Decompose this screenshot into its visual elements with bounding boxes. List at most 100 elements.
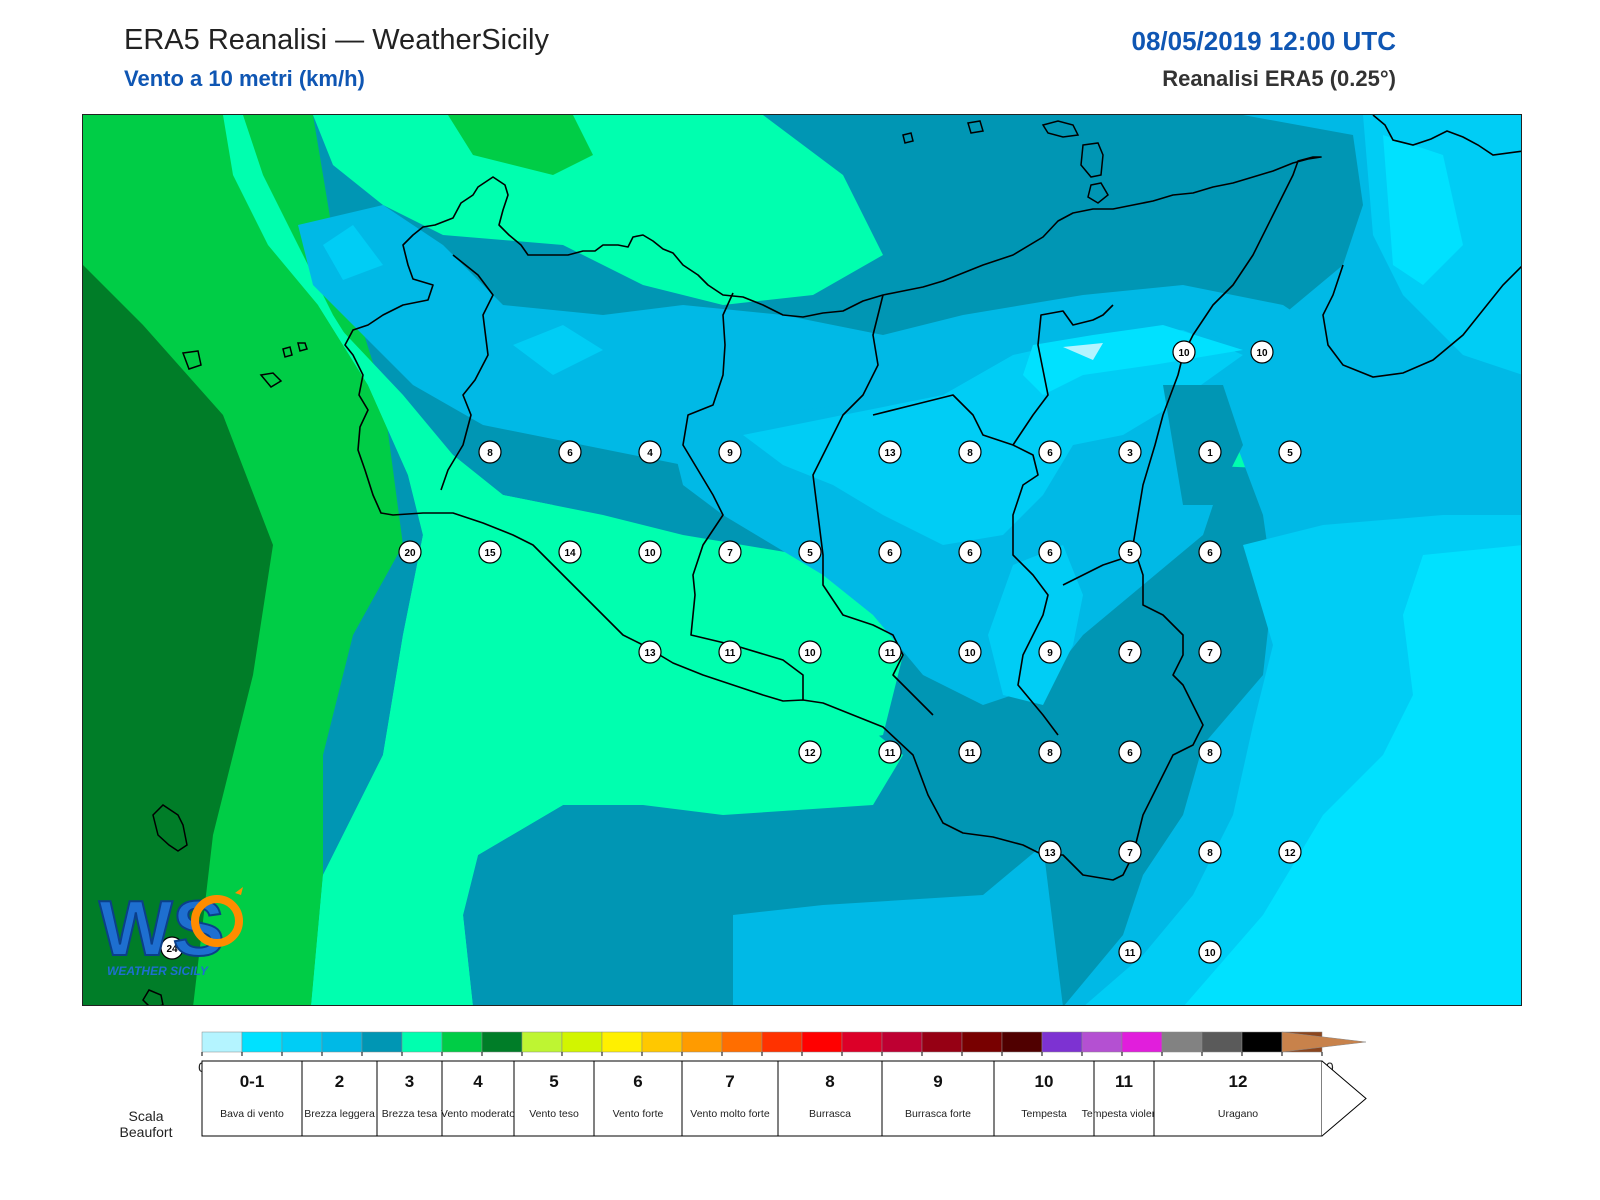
wind-station-value: 8 bbox=[1207, 848, 1213, 859]
wind-station-value: 7 bbox=[727, 548, 733, 559]
wind-station-value: 5 bbox=[1127, 548, 1133, 559]
beaufort-class: 10 Tempesta bbox=[993, 1060, 1095, 1137]
beaufort-label: Bava di vento bbox=[220, 1108, 284, 1120]
wind-station: 8 bbox=[958, 440, 982, 464]
wind-station: 5 bbox=[1118, 540, 1142, 564]
wind-map: 10 10 8 6 4 9 13 8 6 3 1 5 20 15 14 10 7 5 6 6 6 5 6 13 11 10 11 10… bbox=[82, 114, 1522, 1006]
wind-station: 10 bbox=[1198, 940, 1222, 964]
beaufort-force: 10 bbox=[1035, 1072, 1054, 1091]
colorbar-swatch bbox=[201, 1031, 243, 1053]
beaufort-class: 11 Tempesta violenta bbox=[1082, 1060, 1166, 1137]
wind-station: 13 bbox=[878, 440, 902, 464]
wind-station: 15 bbox=[478, 540, 502, 564]
wind-field bbox=[83, 115, 1521, 1005]
wind-station-value: 15 bbox=[484, 548, 496, 559]
wind-station: 8 bbox=[1198, 840, 1222, 864]
wind-station-value: 12 bbox=[1284, 848, 1296, 859]
wind-station: 7 bbox=[1118, 640, 1142, 664]
wind-station: 6 bbox=[1038, 540, 1062, 564]
wind-station-value: 11 bbox=[885, 648, 896, 659]
beaufort-class: 9 Burrasca forte bbox=[881, 1060, 995, 1137]
colorbar-swatch bbox=[1001, 1031, 1043, 1053]
wind-station-value: 7 bbox=[1207, 648, 1213, 659]
beaufort-label: Tempesta bbox=[1021, 1108, 1067, 1120]
wind-station: 10 bbox=[798, 640, 822, 664]
wind-station-value: 13 bbox=[884, 448, 896, 459]
wind-station-value: 12 bbox=[804, 748, 816, 759]
beaufort-scale: 0-1 Bava di vento 2 Brezza leggera 3 Brezza t… bbox=[201, 1060, 1367, 1137]
beaufort-class: 2 Brezza leggera bbox=[301, 1060, 378, 1137]
wind-station-value: 6 bbox=[1047, 448, 1053, 459]
wind-station: 7 bbox=[718, 540, 742, 564]
colorbar-swatch bbox=[881, 1031, 923, 1053]
beaufort-label: Vento molto forte bbox=[690, 1108, 770, 1120]
wind-station: 5 bbox=[1278, 440, 1302, 464]
islands bbox=[142, 120, 1109, 1005]
colorbar-swatch bbox=[601, 1031, 643, 1053]
colorbar-swatch bbox=[521, 1031, 563, 1053]
wind-station: 9 bbox=[1038, 640, 1062, 664]
wind-station: 14 bbox=[558, 540, 582, 564]
wind-station-value: 6 bbox=[967, 548, 973, 559]
wind-station: 13 bbox=[1038, 840, 1062, 864]
wind-station: 6 bbox=[558, 440, 582, 464]
colorbar-swatch bbox=[681, 1031, 723, 1053]
wind-station-value: 24 bbox=[166, 944, 178, 955]
wind-station-value: 14 bbox=[564, 548, 576, 559]
wind-station-value: 11 bbox=[1125, 948, 1136, 959]
colorbar-swatch bbox=[921, 1031, 963, 1053]
colorbar-swatch bbox=[721, 1031, 763, 1053]
beaufort-force: 6 bbox=[633, 1072, 642, 1091]
map-subtitle: Vento a 10 metri (km/h) bbox=[124, 66, 365, 91]
wind-station: 11 bbox=[718, 640, 742, 664]
colorbar-swatch bbox=[1281, 1031, 1367, 1053]
colorbar-swatch bbox=[361, 1031, 403, 1053]
wind-station: 8 bbox=[1038, 740, 1062, 764]
wind-station-value: 11 bbox=[725, 648, 736, 659]
beaufort-label: Brezza tesa bbox=[382, 1108, 438, 1120]
wind-station-value: 13 bbox=[1044, 848, 1056, 859]
wind-station: 9 bbox=[718, 440, 742, 464]
beaufort-label: Vento teso bbox=[529, 1108, 579, 1120]
wind-station-value: 10 bbox=[1256, 348, 1268, 359]
beaufort-label: Vento moderato bbox=[441, 1108, 515, 1120]
wind-station: 6 bbox=[1038, 440, 1062, 464]
beaufort-force: 5 bbox=[549, 1072, 558, 1091]
colorbar-swatch bbox=[801, 1031, 843, 1053]
colorbar-swatch bbox=[281, 1031, 323, 1053]
wind-station: 8 bbox=[478, 440, 502, 464]
beaufort-force: 11 bbox=[1115, 1072, 1133, 1091]
beaufort-force: 3 bbox=[405, 1072, 414, 1091]
beaufort-force: 9 bbox=[933, 1072, 942, 1091]
map-title: ERA5 Reanalisi — WeatherSicily bbox=[124, 24, 549, 56]
wind-station-value: 20 bbox=[404, 548, 416, 559]
wind-station: 11 bbox=[878, 740, 902, 764]
wind-station-value: 8 bbox=[1207, 748, 1213, 759]
colorbar-swatch bbox=[841, 1031, 883, 1053]
colorbar-swatch bbox=[561, 1031, 603, 1053]
calabria-coast bbox=[1322, 115, 1521, 378]
wind-station: 11 bbox=[878, 640, 902, 664]
colorbar-swatch bbox=[321, 1031, 363, 1053]
wind-station-value: 3 bbox=[1127, 448, 1133, 459]
wind-station: 7 bbox=[1118, 840, 1142, 864]
wind-station: 6 bbox=[1118, 740, 1142, 764]
wind-station: 5 bbox=[798, 540, 822, 564]
wind-station-value: 8 bbox=[487, 448, 493, 459]
wind-station-value: 7 bbox=[1127, 848, 1133, 859]
colorbar-swatch bbox=[1121, 1031, 1163, 1053]
wind-station: 6 bbox=[878, 540, 902, 564]
wind-station-value: 11 bbox=[885, 748, 896, 759]
colorbar-swatch bbox=[241, 1031, 283, 1053]
beaufort-force: 2 bbox=[335, 1072, 344, 1091]
beaufort-label: Burrasca bbox=[809, 1108, 851, 1120]
wind-station: 11 bbox=[958, 740, 982, 764]
beaufort-label: Uragano bbox=[1218, 1108, 1258, 1120]
beaufort-label: Vento forte bbox=[613, 1108, 664, 1120]
wind-station: 12 bbox=[798, 740, 822, 764]
wind-station: 13 bbox=[638, 640, 662, 664]
wind-station-value: 10 bbox=[804, 648, 816, 659]
wind-station: 1 bbox=[1198, 440, 1222, 464]
wind-station-value: 10 bbox=[1204, 948, 1216, 959]
beaufort-label: Brezza leggera bbox=[304, 1108, 375, 1120]
